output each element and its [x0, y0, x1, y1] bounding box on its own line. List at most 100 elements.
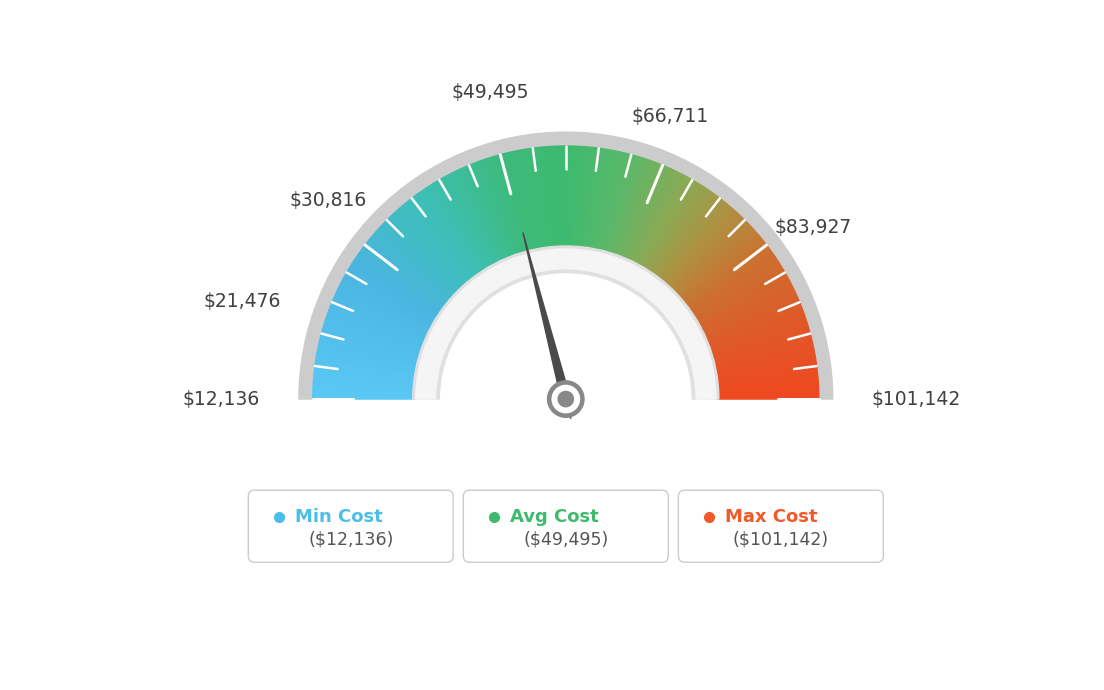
- Wedge shape: [715, 354, 815, 374]
- Wedge shape: [411, 197, 474, 279]
- Wedge shape: [331, 301, 426, 342]
- Wedge shape: [513, 151, 535, 250]
- Wedge shape: [699, 277, 788, 327]
- Polygon shape: [523, 233, 570, 400]
- Wedge shape: [368, 240, 448, 305]
- Wedge shape: [386, 218, 459, 292]
- Wedge shape: [498, 155, 527, 253]
- Wedge shape: [660, 201, 725, 281]
- Text: Max Cost: Max Cost: [725, 509, 818, 526]
- Wedge shape: [319, 339, 418, 364]
- Wedge shape: [357, 255, 442, 314]
- Wedge shape: [555, 146, 561, 248]
- Wedge shape: [335, 294, 427, 337]
- Wedge shape: [381, 224, 456, 295]
- Wedge shape: [321, 331, 420, 359]
- Wedge shape: [718, 378, 818, 388]
- Wedge shape: [433, 183, 487, 270]
- Wedge shape: [558, 146, 563, 247]
- Wedge shape: [605, 155, 634, 253]
- Wedge shape: [601, 152, 626, 252]
- Wedge shape: [326, 316, 423, 351]
- Wedge shape: [578, 147, 590, 248]
- Wedge shape: [586, 148, 603, 249]
- Wedge shape: [598, 152, 624, 251]
- Wedge shape: [606, 155, 636, 253]
- Wedge shape: [399, 208, 467, 285]
- Wedge shape: [319, 342, 418, 366]
- Wedge shape: [711, 326, 809, 357]
- Wedge shape: [553, 146, 560, 248]
- Wedge shape: [389, 217, 460, 290]
- Wedge shape: [712, 328, 809, 358]
- Wedge shape: [682, 236, 761, 302]
- Wedge shape: [351, 264, 437, 319]
- Wedge shape: [707, 306, 802, 344]
- Wedge shape: [426, 187, 484, 273]
- Wedge shape: [652, 191, 712, 275]
- Wedge shape: [718, 388, 819, 394]
- Wedge shape: [713, 336, 811, 363]
- Circle shape: [552, 386, 580, 413]
- Wedge shape: [338, 286, 429, 333]
- Wedge shape: [316, 357, 416, 375]
- Wedge shape: [346, 273, 434, 324]
- Wedge shape: [646, 184, 701, 271]
- Wedge shape: [540, 147, 552, 248]
- Polygon shape: [563, 398, 571, 419]
- Wedge shape: [519, 150, 539, 250]
- Wedge shape: [622, 164, 661, 259]
- Wedge shape: [318, 346, 417, 369]
- Wedge shape: [708, 308, 803, 346]
- Wedge shape: [678, 228, 754, 297]
- Wedge shape: [371, 236, 449, 302]
- Text: $66,711: $66,711: [631, 108, 709, 126]
- Wedge shape: [718, 386, 818, 393]
- Text: $49,495: $49,495: [452, 83, 530, 102]
- Wedge shape: [415, 195, 477, 277]
- Wedge shape: [629, 169, 673, 262]
- Text: Min Cost: Min Cost: [295, 509, 383, 526]
- Wedge shape: [712, 331, 810, 359]
- Wedge shape: [374, 232, 452, 300]
- Wedge shape: [470, 164, 510, 259]
- Wedge shape: [349, 266, 437, 320]
- Wedge shape: [626, 167, 669, 260]
- Wedge shape: [439, 179, 491, 268]
- Wedge shape: [716, 367, 817, 382]
- Wedge shape: [718, 396, 819, 399]
- Wedge shape: [659, 199, 723, 280]
- Wedge shape: [500, 154, 528, 253]
- Wedge shape: [714, 344, 814, 368]
- Wedge shape: [664, 206, 731, 284]
- Wedge shape: [448, 174, 497, 264]
- Wedge shape: [325, 321, 422, 354]
- Wedge shape: [567, 146, 571, 247]
- Wedge shape: [713, 339, 813, 364]
- Wedge shape: [716, 370, 817, 383]
- Wedge shape: [563, 146, 565, 247]
- Wedge shape: [630, 170, 676, 262]
- Wedge shape: [711, 324, 808, 355]
- Wedge shape: [673, 220, 746, 293]
- Wedge shape: [361, 248, 444, 310]
- Wedge shape: [645, 183, 699, 270]
- Wedge shape: [482, 159, 518, 256]
- Wedge shape: [694, 266, 783, 320]
- Wedge shape: [696, 268, 784, 322]
- Wedge shape: [314, 373, 415, 385]
- Text: ($101,142): ($101,142): [733, 530, 829, 549]
- Wedge shape: [709, 313, 805, 349]
- Wedge shape: [527, 149, 543, 249]
- Wedge shape: [640, 179, 692, 268]
- Wedge shape: [718, 383, 818, 391]
- Wedge shape: [609, 157, 641, 254]
- Wedge shape: [572, 146, 578, 248]
- Wedge shape: [574, 146, 582, 248]
- Wedge shape: [376, 230, 453, 299]
- Wedge shape: [314, 386, 414, 393]
- Wedge shape: [516, 150, 538, 250]
- Wedge shape: [485, 159, 519, 255]
- Wedge shape: [312, 388, 414, 394]
- Wedge shape: [352, 262, 438, 317]
